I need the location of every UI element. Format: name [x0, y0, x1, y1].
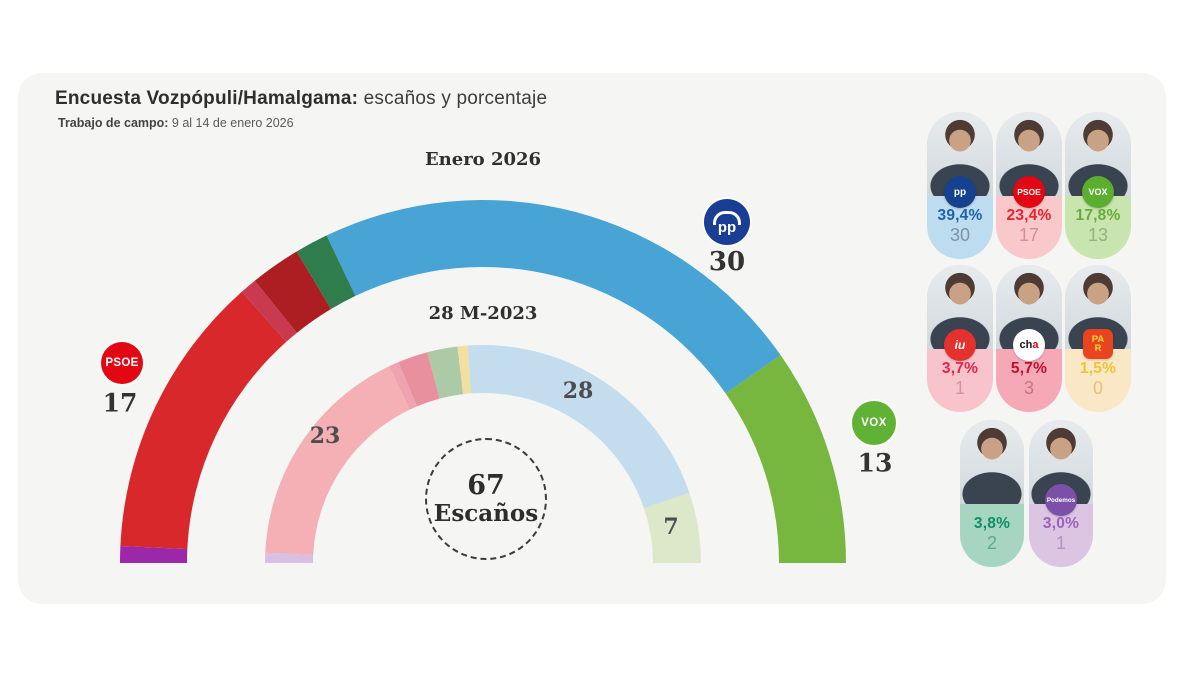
arc-2023-iu	[389, 362, 418, 410]
arc-2026-podemos	[120, 545, 188, 563]
arc-2026-vox	[725, 355, 846, 563]
page-title: Encuesta Vozpópuli/Hamalgama: escaños y …	[55, 88, 547, 110]
candidate-photo	[960, 420, 1024, 504]
podemos-card-seats: 1	[1055, 533, 1066, 553]
arc-2023-psoe	[265, 366, 410, 556]
arc-2023-existe	[427, 346, 464, 399]
pp-card-seats: 30	[949, 225, 971, 245]
arc-2023-vox	[643, 492, 701, 563]
psoe-seats-2023: 23	[309, 423, 341, 449]
iu-card-logo: iu	[944, 329, 976, 361]
pp-seats-2026: 30	[708, 247, 746, 277]
vox-logo-text: VOX	[861, 417, 887, 429]
inner-ring-title: 28 M-2023	[428, 303, 538, 324]
arc-2026-psoe	[120, 291, 287, 550]
cha-card-logo-accent: a	[1032, 339, 1039, 351]
podemos-card-logo-text: Podemos	[1046, 496, 1076, 504]
party-card-iu: iu 3,7% 1	[927, 265, 993, 412]
vox-percentage: 17,8%	[1075, 207, 1121, 224]
vox-card-logo: VOX	[1082, 176, 1114, 208]
party-card-vox: VOX 17,8% 13	[1065, 112, 1131, 259]
party-card-cha: ch a 5,7% 3	[996, 265, 1062, 412]
psoe-card-logo: PSOE	[1013, 176, 1045, 208]
pp-card-logo-text: pp	[953, 186, 967, 198]
vox-logo: VOX	[852, 401, 896, 445]
vox-seats-2026: 13	[857, 448, 893, 478]
total-seats-number: 67	[467, 470, 505, 501]
vox-card-logo-text: VOX	[1088, 187, 1108, 197]
party-card-psoe: PSOE 23,4% 17	[996, 112, 1062, 259]
party-card-existe: 3,8% 2	[960, 420, 1024, 567]
psoe-seats-2026: 17	[102, 388, 138, 418]
page-title-bold: Encuesta Vozpópuli/Hamalgama:	[55, 88, 359, 109]
cha-card-seats: 3	[1023, 378, 1034, 398]
iu-card-logo-text: iu	[954, 338, 966, 352]
arc-2026-pp	[326, 200, 781, 394]
cha-percentage: 5,7%	[1010, 360, 1048, 377]
fieldwork-note: Trabajo de campo: 9 al 14 de enero 2026	[58, 116, 547, 130]
party-card-pp: pp 39,4% 30	[927, 112, 993, 259]
arc-2023-par	[457, 345, 472, 395]
par-card-seats: 0	[1092, 378, 1103, 398]
party-card-par: PA R 1,5% 0	[1065, 265, 1131, 412]
pp-logo-text: pp	[717, 219, 737, 236]
hemicycle-chart: Enero 2026 28 M-2023 PSOE 17 pp 30 VOX 1…	[18, 73, 1166, 604]
party-card-podemos: Podemos 3,0% 1	[1029, 420, 1093, 567]
arc-2026-iu	[241, 280, 297, 342]
cha-card-logo-text: ch	[1019, 339, 1033, 351]
total-seats-label: Escaños	[433, 500, 539, 527]
arc-2026-existe	[296, 235, 356, 309]
existe-percentage: 3,8%	[973, 515, 1011, 532]
outer-ring-title: Enero 2026	[424, 149, 542, 170]
par-card-logo: PA R	[1083, 329, 1113, 359]
podemos-percentage: 3,0%	[1042, 515, 1080, 532]
pp-logo: pp	[704, 199, 750, 245]
vox-card-seats: 13	[1087, 225, 1109, 245]
psoe-percentage: 23,4%	[1006, 207, 1052, 224]
arc-2023-cha	[398, 352, 440, 407]
total-seats-circle: 67 Escaños	[425, 438, 547, 560]
poll-card: Encuesta Vozpópuli/Hamalgama: escaños y …	[18, 73, 1166, 604]
psoe-logo: PSOE	[101, 342, 143, 384]
existe-card-seats: 2	[986, 533, 997, 553]
header: Encuesta Vozpópuli/Hamalgama: escaños y …	[55, 88, 547, 130]
podemos-card-logo: Podemos	[1045, 484, 1077, 516]
pp-percentage: 39,4%	[937, 207, 983, 224]
pp-seats-2023: 28	[562, 378, 594, 404]
psoe-card-seats: 17	[1018, 225, 1040, 245]
iu-card-seats: 1	[954, 378, 965, 398]
cha-card-logo: ch a	[1013, 329, 1045, 361]
fieldwork-label: Trabajo de campo:	[58, 116, 169, 130]
arc-2023-podemos	[265, 552, 314, 563]
page-title-rest: escaños y porcentaje	[358, 88, 548, 109]
psoe-card-logo-text: PSOE	[1017, 187, 1041, 197]
pp-gaviota-icon	[713, 211, 741, 225]
iu-percentage: 3,7%	[941, 360, 979, 377]
psoe-logo-text: PSOE	[105, 357, 139, 369]
vox-seats-2023: 7	[663, 514, 679, 540]
fieldwork-dates: 9 al 14 de enero 2026	[168, 116, 294, 130]
par-card-logo-text: PA R	[1091, 334, 1105, 354]
arc-2023-pp	[467, 345, 690, 509]
pp-card-logo: pp	[944, 176, 976, 208]
arc-2026-cha	[254, 251, 332, 333]
par-percentage: 1,5%	[1079, 360, 1117, 377]
hemicycle-svg	[120, 200, 846, 563]
